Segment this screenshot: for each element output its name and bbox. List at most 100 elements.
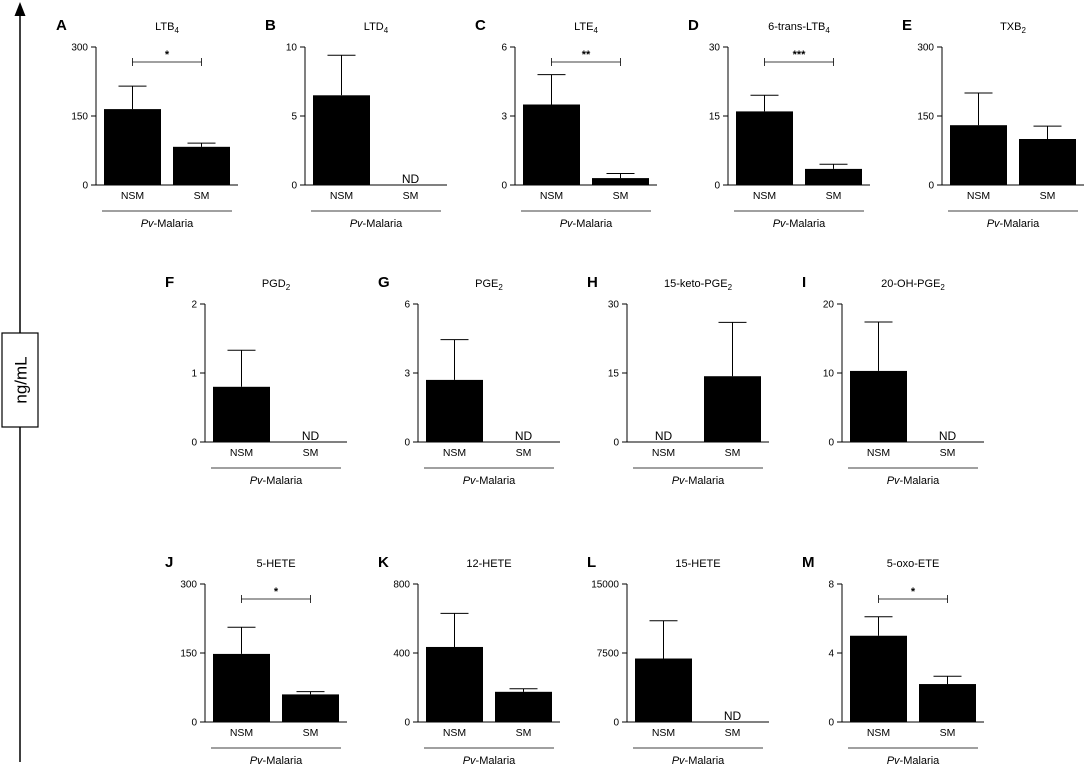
y-tick-label: 0 <box>928 181 934 192</box>
group-label: Pv-Malaria <box>250 755 303 767</box>
panel-title: LTD4 <box>364 21 389 35</box>
bar-nsm <box>950 125 1007 185</box>
panel-letter: B <box>265 17 276 34</box>
group-label-rest: -Malaria <box>786 218 827 230</box>
group-label-italic: Pv <box>887 755 901 767</box>
y-tick-label: 4 <box>828 649 834 660</box>
group-label-rest: -Malaria <box>1000 218 1041 230</box>
panel-letter: I <box>802 274 806 291</box>
nd-label: ND <box>939 429 957 443</box>
panel-letter: L <box>587 554 596 571</box>
group-label: Pv-Malaria <box>350 218 403 230</box>
group-label-italic: Pv <box>773 218 787 230</box>
bar-nsm <box>104 109 161 185</box>
bar-nsm <box>736 111 793 185</box>
category-label: SM <box>725 447 741 459</box>
y-tick-label: 10 <box>286 43 298 54</box>
group-label-rest: -Malaria <box>154 218 195 230</box>
panel-letter: H <box>587 274 598 291</box>
panel-title-text: TXB <box>1000 21 1021 33</box>
category-label: SM <box>194 190 210 202</box>
bar-nsm <box>850 370 907 442</box>
significance-stars: * <box>274 586 279 598</box>
group-label: Pv-Malaria <box>560 218 613 230</box>
group-label-rest: -Malaria <box>263 755 304 767</box>
group-label: Pv-Malaria <box>987 218 1040 230</box>
y-tick-label: 0 <box>404 718 410 729</box>
y-tick-label: 6 <box>404 300 410 311</box>
panel-b: B LTD4 0 5 10 NSM ND SM Pv-Malaria <box>265 17 447 230</box>
y-tick-label: 0 <box>291 181 297 192</box>
group-label: Pv-Malaria <box>463 755 516 767</box>
panel-title: PGD2 <box>262 278 291 292</box>
category-label: NSM <box>540 190 563 202</box>
category-label: SM <box>1040 190 1056 202</box>
panel-l: L 15-HETE 0 7500 15000 NSM ND SM Pv-Malaria <box>587 554 769 767</box>
panel-title: TXB2 <box>1000 21 1026 35</box>
panel-letter: K <box>378 554 389 571</box>
panel-letter: A <box>56 17 67 34</box>
bar-nsm <box>426 379 483 442</box>
panel-title-subscript: 2 <box>498 283 503 292</box>
bar-nsm <box>635 658 692 722</box>
category-label: NSM <box>443 447 466 459</box>
y-tick-label: 5 <box>291 112 297 123</box>
category-label: NSM <box>652 447 675 459</box>
panel-letter: J <box>165 554 173 571</box>
nd-label: ND <box>724 709 742 723</box>
y-tick-label: 0 <box>501 181 507 192</box>
y-tick-label: 1 <box>191 369 197 380</box>
y-tick-label: 30 <box>709 43 721 54</box>
category-label: SM <box>826 190 842 202</box>
panel-title: LTE4 <box>574 21 598 35</box>
nd-label: ND <box>302 429 320 443</box>
group-label-rest: -Malaria <box>900 755 941 767</box>
bar-sm <box>704 376 761 442</box>
y-tick-label: 0 <box>191 718 197 729</box>
y-tick-label: 7500 <box>597 649 620 660</box>
category-label: SM <box>725 727 741 739</box>
significance-stars: * <box>911 586 916 598</box>
panel-title-subscript: 2 <box>728 283 733 292</box>
panel-title: PGE2 <box>475 278 503 292</box>
group-label-rest: -Malaria <box>685 755 726 767</box>
category-label: NSM <box>230 447 253 459</box>
panel-title-subscript: 4 <box>174 26 179 35</box>
y-tick-label: 0 <box>404 438 410 449</box>
panel-title-text: 6-trans-LTB <box>768 21 825 33</box>
bar-sm <box>592 178 649 185</box>
group-label: Pv-Malaria <box>672 755 725 767</box>
y-tick-label: 400 <box>393 649 410 660</box>
bar-nsm <box>523 104 580 185</box>
y-tick-label: 0 <box>828 718 834 729</box>
y-axis-arrowhead <box>14 2 26 16</box>
group-label-rest: -Malaria <box>363 218 404 230</box>
panel-title-text: LTD <box>364 21 384 33</box>
category-label: SM <box>940 447 956 459</box>
bar-sm <box>173 146 230 185</box>
group-label-rest: -Malaria <box>900 475 941 487</box>
y-tick-label: 15 <box>709 112 721 123</box>
panel-title-text: 12-HETE <box>466 558 511 570</box>
panel-d: D 6-trans-LTB4 0 15 30 NSM SM Pv-Malaria *** <box>688 17 870 230</box>
y-tick-label: 2 <box>191 300 197 311</box>
y-tick-label: 0 <box>714 181 720 192</box>
y-tick-label: 0 <box>191 438 197 449</box>
panel-letter: F <box>165 274 174 291</box>
group-label-italic: Pv <box>672 475 686 487</box>
y-axis-arrow: ng/mL <box>1 2 39 762</box>
bar-nsm <box>213 653 270 722</box>
group-label-italic: Pv <box>463 475 477 487</box>
group-label: Pv-Malaria <box>250 475 303 487</box>
panel-letter: E <box>902 17 912 34</box>
nd-label: ND <box>655 429 673 443</box>
group-label-italic: Pv <box>250 755 264 767</box>
panel-title-text: LTE <box>574 21 593 33</box>
y-tick-label: 0 <box>82 181 88 192</box>
y-tick-label: 15000 <box>591 580 619 591</box>
y-axis-label-box <box>1 332 39 428</box>
panel-title: 15-keto-PGE2 <box>664 278 733 292</box>
y-tick-label: 3 <box>404 369 410 380</box>
